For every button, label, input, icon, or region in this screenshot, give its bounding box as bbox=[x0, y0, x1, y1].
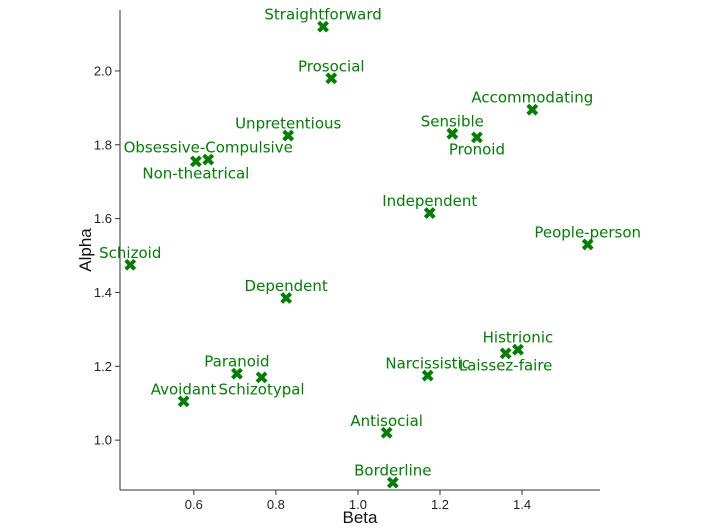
data-point: Narcissistic bbox=[385, 355, 470, 382]
x-tick-label: 0.8 bbox=[267, 497, 285, 512]
data-point: Accommodating bbox=[471, 89, 593, 116]
point-label: Borderline bbox=[354, 462, 431, 480]
data-point: Schizotypal bbox=[218, 371, 305, 398]
point-marker-x-icon bbox=[471, 131, 483, 144]
point-label: Narcissistic bbox=[385, 355, 470, 373]
point-label: Unpretentious bbox=[235, 115, 341, 133]
data-point: Laissez-faire bbox=[459, 347, 553, 374]
point-marker-x-icon bbox=[231, 367, 243, 380]
point-label: People-person bbox=[534, 223, 641, 241]
y-tick-label: 1.4 bbox=[94, 285, 112, 300]
data-point: Unpretentious bbox=[235, 115, 342, 142]
point-marker-x-icon bbox=[380, 426, 393, 439]
point-label: Histrionic bbox=[483, 329, 554, 347]
x-axis-ticks: 0.6 0.8 1.0 1.2 1.4 bbox=[185, 490, 531, 512]
data-point: Prosocial bbox=[298, 57, 365, 85]
x-tick-label: 1.0 bbox=[349, 497, 367, 512]
y-axis-ticks: 1.0 1.2 1.4 1.6 1.8 2.0 bbox=[94, 63, 120, 448]
y-tick-label: 1.2 bbox=[94, 359, 112, 374]
point-marker-x-icon bbox=[202, 153, 215, 166]
point-label: Avoidant bbox=[151, 380, 217, 398]
data-point: People-person bbox=[534, 223, 641, 251]
point-label: Pronoid bbox=[449, 140, 505, 158]
data-point: Borderline bbox=[354, 462, 432, 489]
point-marker-x-icon bbox=[526, 103, 539, 116]
point-label: Straightforward bbox=[264, 6, 381, 24]
point-marker-x-icon bbox=[317, 20, 329, 33]
y-tick-label: 1.6 bbox=[94, 211, 112, 226]
point-label: Schizoid bbox=[99, 244, 161, 262]
data-point: Straightforward bbox=[264, 6, 382, 33]
data-point: Histrionic bbox=[483, 329, 554, 356]
point-marker-x-icon bbox=[386, 476, 399, 489]
point-marker-x-icon bbox=[581, 238, 594, 251]
point-marker-x-icon bbox=[282, 129, 295, 142]
point-marker-x-icon bbox=[421, 369, 434, 382]
point-label: Laissez-faire bbox=[459, 356, 553, 374]
x-tick-label: 0.6 bbox=[185, 497, 203, 512]
plot-area: 0.6 0.8 1.0 1.2 1.4 1.0 1.2 1.4 1.6 1.8 2.0 Strai… bbox=[94, 6, 641, 512]
point-marker-x-icon bbox=[512, 343, 524, 356]
point-marker-x-icon bbox=[255, 371, 268, 384]
point-label: Sensible bbox=[421, 113, 484, 131]
point-marker-x-icon bbox=[280, 292, 293, 304]
data-point: Paranoid bbox=[204, 353, 270, 380]
x-axis-label: Beta bbox=[343, 508, 379, 527]
point-marker-x-icon bbox=[177, 395, 190, 408]
point-label: Schizotypal bbox=[218, 380, 304, 398]
data-points: Straightforward Prosocial Accommodating Unp… bbox=[99, 6, 641, 489]
data-point: Schizoid bbox=[99, 244, 161, 271]
y-tick-label: 2.0 bbox=[94, 63, 112, 78]
point-label: Independent bbox=[382, 192, 477, 210]
point-marker-x-icon bbox=[189, 155, 202, 168]
data-point: Sensible bbox=[421, 113, 484, 140]
y-tick-label: 1.0 bbox=[94, 433, 112, 448]
point-label: Paranoid bbox=[204, 353, 269, 371]
x-tick-label: 1.2 bbox=[431, 497, 449, 512]
point-label: Dependent bbox=[245, 277, 328, 295]
data-point: Obsessive-Compulsive bbox=[124, 139, 293, 166]
point-marker-x-icon bbox=[325, 72, 338, 85]
point-label: Accommodating bbox=[471, 89, 593, 107]
point-label: Prosocial bbox=[298, 57, 365, 75]
point-marker-x-icon bbox=[423, 207, 436, 219]
data-point: Pronoid bbox=[449, 131, 505, 158]
data-point: Non-theatrical bbox=[142, 155, 249, 182]
data-point: Avoidant bbox=[151, 380, 217, 408]
data-point: Dependent bbox=[245, 277, 328, 304]
point-marker-x-icon bbox=[446, 127, 459, 140]
data-point: Antisocial bbox=[350, 412, 423, 439]
point-label: Obsessive-Compulsive bbox=[124, 139, 293, 157]
point-label: Antisocial bbox=[350, 412, 423, 430]
y-axis-label: Alpha bbox=[76, 228, 95, 272]
point-marker-x-icon bbox=[499, 347, 512, 360]
point-marker-x-icon bbox=[124, 258, 137, 271]
point-label: Non-theatrical bbox=[142, 164, 249, 182]
y-tick-label: 1.8 bbox=[94, 137, 112, 152]
x-tick-label: 1.4 bbox=[513, 497, 531, 512]
data-point: Independent bbox=[382, 192, 477, 219]
